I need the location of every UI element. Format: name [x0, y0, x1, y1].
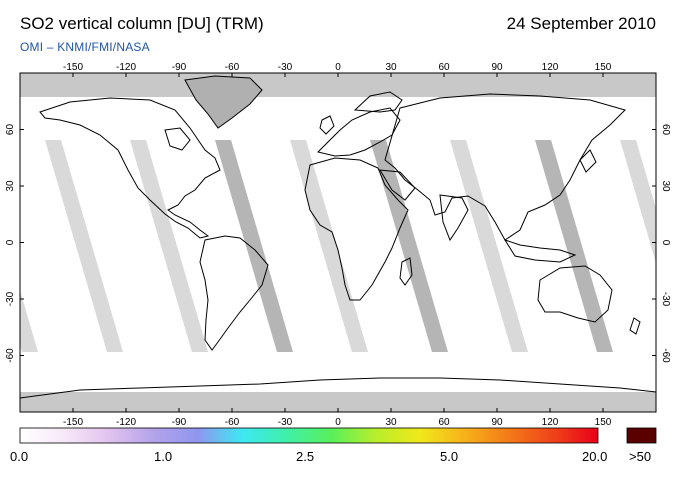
orbit-gap-strip — [290, 140, 368, 352]
lon-tick-label: -90 — [172, 62, 187, 73]
lon-tick-label: 90 — [491, 62, 503, 73]
colorbar-label-1: 1.0 — [154, 449, 173, 464]
coast-europe — [317, 107, 401, 157]
longitude-ticks-top: -150 -120 -90 -60 -30 0 30 60 90 120 150 — [63, 62, 612, 77]
lon-tick-label: 120 — [542, 417, 559, 428]
orbit-gap-strip — [450, 140, 528, 352]
coast-madagascar — [399, 257, 413, 286]
lat-tick-label: -30 — [5, 291, 16, 306]
orbit-gap-strips — [20, 140, 656, 352]
orbit-gap-strip — [215, 140, 293, 352]
lat-tick-label: 60 — [5, 124, 16, 136]
data-source-label: OMI – KNMI/FMI/NASA — [20, 40, 150, 54]
colorbar — [19, 427, 599, 444]
coast-uk — [319, 115, 335, 135]
antarctic-missing-data — [20, 392, 656, 412]
lat-tick-label: 30 — [5, 180, 16, 192]
map-date: 24 September 2010 — [506, 14, 656, 33]
coast-scandinavia — [353, 91, 403, 113]
coast-hudson-bay — [164, 127, 191, 151]
lon-tick-label: -150 — [63, 417, 83, 428]
lon-tick-label: 120 — [542, 62, 559, 73]
lat-tick-label: 0 — [5, 239, 16, 245]
lon-tick-label: 90 — [491, 417, 503, 428]
lon-tick-label: 30 — [385, 62, 397, 73]
coast-north-america — [39, 97, 221, 239]
lon-tick-label: 30 — [385, 417, 397, 428]
orbit-gap-strip — [535, 140, 613, 352]
greenland-region — [185, 76, 262, 128]
lat-tick-label: 30 — [660, 180, 671, 192]
lon-tick-label: 60 — [438, 62, 450, 73]
coast-south-america — [199, 235, 269, 351]
coast-japan — [579, 149, 597, 173]
lon-tick-label: 60 — [438, 417, 450, 428]
orbit-gap-strip — [620, 140, 656, 264]
coast-antarctica — [20, 377, 656, 399]
map-title: SO2 vertical column [DU] (TRM) — [20, 14, 264, 33]
lon-tick-label: -120 — [116, 417, 136, 428]
lat-tick-label: -60 — [5, 348, 16, 363]
colorbar-label-2: 2.5 — [296, 449, 315, 464]
coast-arabia — [379, 169, 416, 201]
lon-tick-label: -30 — [278, 417, 293, 428]
coast-india — [439, 194, 469, 242]
lon-tick-label: -90 — [172, 417, 187, 428]
coast-africa — [304, 157, 409, 301]
lat-tick-label: 0 — [660, 240, 671, 246]
orbit-gap-strip — [20, 290, 38, 352]
longitude-ticks-bottom: -150 -120 -90 -60 -30 0 30 60 90 120 150 — [63, 408, 612, 428]
colorbar-label-3: 5.0 — [440, 449, 459, 464]
lat-tick-label: -60 — [660, 348, 671, 363]
coast-indonesia — [503, 239, 577, 263]
latitude-ticks-right: 60 30 0 -30 -60 — [652, 124, 671, 363]
colorbar-label-0: 0.0 — [10, 449, 29, 464]
lon-tick-label: 150 — [595, 417, 612, 428]
lon-tick-label: -120 — [116, 62, 136, 73]
orbit-gap-strip — [45, 140, 123, 352]
coast-new-zealand — [629, 317, 641, 335]
lon-tick-label: 0 — [335, 62, 341, 73]
lon-tick-label: -60 — [225, 62, 240, 73]
lon-tick-label: -60 — [225, 417, 240, 428]
colorbar-overflow-swatch — [626, 427, 657, 444]
latitude-ticks-left: 60 30 0 -30 -60 — [5, 124, 24, 363]
map-background — [20, 73, 656, 412]
coast-australia — [537, 265, 613, 323]
coast-asia — [384, 93, 626, 241]
lat-tick-label: 60 — [660, 124, 671, 136]
lon-tick-label: -30 — [278, 62, 293, 73]
colorbar-label-4: 20.0 — [582, 449, 608, 464]
lon-tick-label: 0 — [335, 417, 341, 428]
orbit-gap-strip — [370, 140, 448, 352]
lon-tick-label: -150 — [63, 62, 83, 73]
orbit-gap-strip — [130, 140, 208, 352]
lon-tick-label: 150 — [595, 62, 612, 73]
colorbar-overflow-label: >50 — [629, 449, 652, 464]
lat-tick-label: -30 — [660, 292, 671, 307]
